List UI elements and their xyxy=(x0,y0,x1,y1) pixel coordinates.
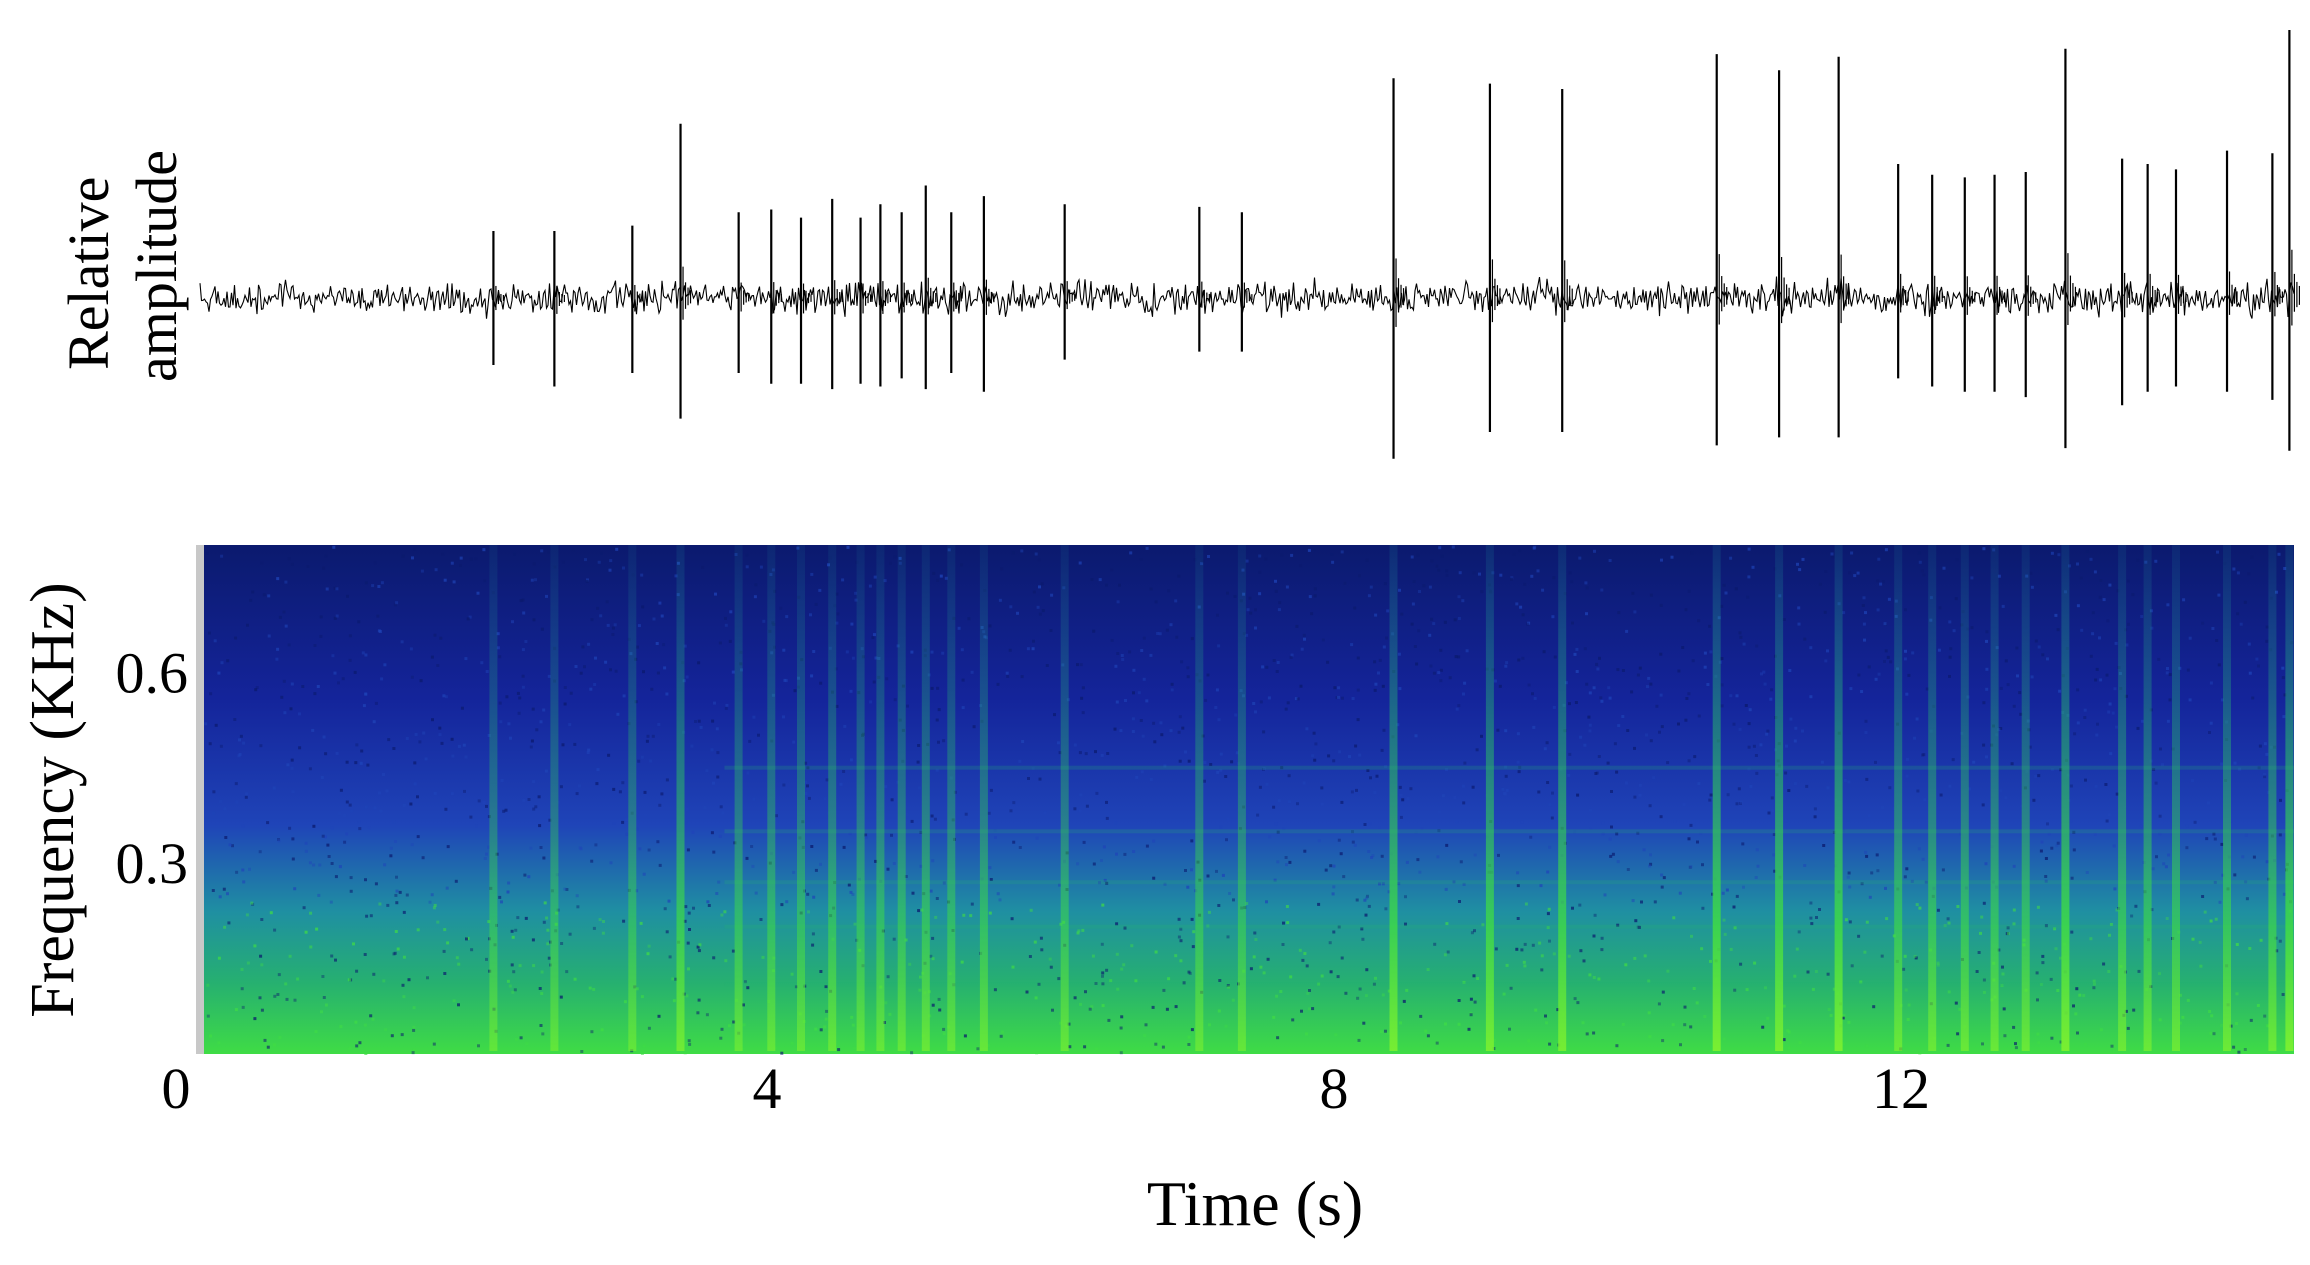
spectrogram-call-streak xyxy=(676,545,685,1051)
spectrogram-call-streak xyxy=(2021,545,2030,1051)
spectrogram-call-streak xyxy=(979,545,988,1051)
spectrogram-call-streak xyxy=(1060,545,1069,1051)
spectrogram-harmonic-band xyxy=(724,924,2294,929)
waveform-y-label-line-1: Relative xyxy=(56,177,121,370)
spectrogram-call-streak xyxy=(1834,545,1843,1051)
waveform-panel: Relative amplitude xyxy=(56,30,2300,459)
spectrogram-call-streak xyxy=(1775,545,1784,1051)
spectrogram-call-streak xyxy=(2223,545,2231,1051)
spectrogram-call-streak xyxy=(2143,545,2152,1051)
spectrogram-call-streak xyxy=(921,545,930,1051)
spectrogram-heatmap xyxy=(204,545,2294,1055)
waveform-pulses xyxy=(492,30,2300,459)
spectrogram-call-streak xyxy=(797,545,805,1051)
y-axis-label: Frequency (KHz) xyxy=(19,582,87,1018)
spectrogram-call-streak xyxy=(767,545,776,1051)
spectrogram-call-streak xyxy=(897,545,906,1051)
spectrogram-call-streak xyxy=(1237,545,1246,1051)
spectrogram-call-streak xyxy=(856,545,865,1051)
spectrogram-call-streak xyxy=(2285,545,2294,1051)
x-tick-label: 0 xyxy=(162,1056,191,1121)
spectrogram-call-streak xyxy=(1960,545,1969,1051)
y-tick-label: 0.6 xyxy=(116,640,189,705)
x-tick-label: 12 xyxy=(1872,1056,1930,1121)
spectrogram-call-streak xyxy=(828,545,837,1051)
spectrogram-call-streak xyxy=(876,545,885,1051)
spectrogram-panel: 0 4 8 12 0.3 0.6 Time (s) Frequency (KHz) xyxy=(19,545,2294,1239)
spectrogram-call-streak xyxy=(734,545,743,1051)
spectrogram-call-streak xyxy=(1990,545,1999,1051)
spectrogram-left-edge xyxy=(196,545,204,1054)
spectrogram-call-streak xyxy=(550,545,559,1051)
spectrogram-call-streak xyxy=(1195,545,1204,1051)
spectrogram-call-streak xyxy=(2172,545,2180,1051)
y-tick-label: 0.3 xyxy=(116,831,189,896)
x-axis-tick-labels: 0 4 8 12 xyxy=(162,1056,1931,1121)
spectrogram-call-streak xyxy=(1894,545,1903,1051)
spectrogram-harmonic-band xyxy=(724,880,2294,885)
x-axis-label: Time (s) xyxy=(1147,1168,1363,1239)
spectrogram-call-streak xyxy=(1485,545,1494,1051)
y-axis-tick-labels: 0.3 0.6 xyxy=(116,640,189,896)
waveform-y-axis-label: Relative amplitude xyxy=(56,150,189,382)
spectrogram-call-streak xyxy=(1712,545,1721,1051)
spectrogram-call-streak xyxy=(947,545,956,1051)
spectrogram-call-streak xyxy=(489,545,498,1051)
spectrogram-harmonic-band xyxy=(724,765,2294,770)
spectrogram-background xyxy=(204,545,2294,1054)
x-tick-label: 8 xyxy=(1320,1056,1349,1121)
spectrogram-call-streak xyxy=(2118,545,2127,1051)
waveform-noise-trace xyxy=(199,276,2295,319)
spectrogram-harmonic-band xyxy=(724,982,2294,987)
spectrogram-call-streak xyxy=(1928,545,1937,1051)
spectrogram-call-streak xyxy=(1558,545,1567,1051)
spectrogram-call-streak xyxy=(1389,545,1398,1051)
spectrogram-call-streak xyxy=(2061,545,2070,1051)
x-tick-label: 4 xyxy=(753,1056,782,1121)
spectrogram-harmonic-band xyxy=(724,829,2294,834)
spectrogram-call-streak xyxy=(2268,545,2277,1051)
spectrogram-call-streak xyxy=(628,545,637,1051)
waveform-y-label-line-2: amplitude xyxy=(124,150,189,382)
